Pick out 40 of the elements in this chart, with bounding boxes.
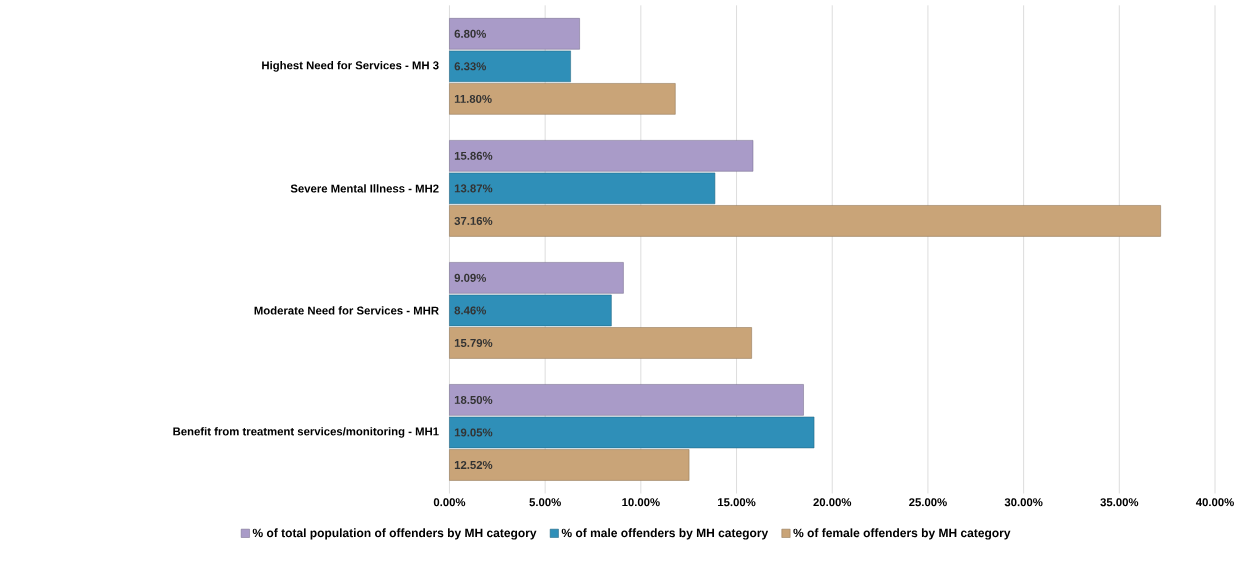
x-tick-label: 10.00%	[622, 498, 660, 507]
data-label: 13.87%	[454, 184, 493, 193]
bar	[449, 50, 571, 83]
data-label: 37.16%	[454, 217, 493, 226]
x-tick-label: 25.00%	[909, 498, 947, 507]
data-label: 18.50%	[454, 396, 493, 405]
data-label: 8.46%	[454, 306, 487, 315]
x-tick-label: 35.00%	[1100, 498, 1139, 507]
legend-label: % of total population of offenders by MH category	[252, 528, 537, 540]
bar	[449, 327, 752, 359]
data-label: 19.05%	[454, 428, 493, 437]
data-label: 15.79%	[454, 339, 493, 348]
y-tick-label: Moderate Need for Services - MHR	[254, 306, 439, 315]
data-label: 12.52%	[454, 461, 493, 470]
x-tick-label: 15.00%	[718, 498, 756, 507]
y-tick-label: Benefit from treatment services/monitoring - MH1	[173, 427, 439, 438]
bar	[449, 172, 716, 205]
legend-label: % of female offenders by MH category	[793, 528, 1011, 540]
bar	[449, 416, 815, 449]
x-tick-label: 20.00%	[813, 498, 852, 507]
bar	[449, 83, 676, 115]
bar	[449, 449, 690, 481]
bar	[449, 18, 580, 50]
data-label: 11.80%	[454, 94, 492, 103]
bar	[449, 262, 624, 294]
data-label: 6.80%	[454, 29, 487, 38]
legend-label: % of male offenders by MH category	[561, 528, 769, 540]
data-label: 9.09%	[454, 273, 487, 282]
bar	[449, 294, 612, 327]
x-tick-label: 0.00%	[433, 498, 466, 507]
y-tick-label: Highest Need for Services - MH 3	[262, 61, 439, 72]
x-tick-label: 40.00%	[1195, 498, 1234, 507]
y-tick-label: Severe Mental Illness - MH2	[290, 184, 439, 193]
data-label: 15.86%	[454, 151, 493, 160]
data-label: 6.33%	[454, 62, 487, 71]
x-tick-label: 5.00%	[529, 498, 561, 507]
bar	[449, 384, 804, 416]
x-tick-label: 30.00%	[1004, 498, 1043, 507]
bar	[449, 205, 1161, 237]
bar	[449, 140, 754, 172]
